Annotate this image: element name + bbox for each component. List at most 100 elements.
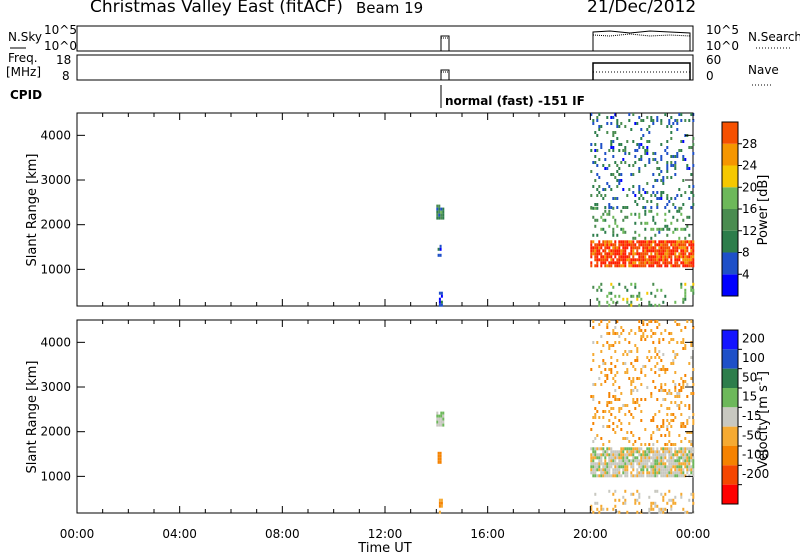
data-cell bbox=[600, 194, 603, 197]
data-cell bbox=[668, 227, 671, 231]
data-cell bbox=[608, 264, 611, 268]
data-cell bbox=[690, 113, 693, 116]
data-cell bbox=[658, 456, 661, 460]
data-cell bbox=[614, 450, 617, 454]
data-cell bbox=[644, 252, 647, 256]
data-cell bbox=[652, 419, 655, 422]
data-cell bbox=[660, 471, 663, 475]
data-cell bbox=[440, 291, 443, 295]
data-cell bbox=[650, 249, 653, 253]
data-cell bbox=[612, 215, 615, 219]
data-cell bbox=[630, 261, 633, 265]
data-cell bbox=[656, 428, 659, 431]
data-cell bbox=[610, 459, 613, 463]
data-cell bbox=[612, 492, 615, 496]
y-tick-label: 1000 bbox=[40, 262, 71, 276]
data-cell bbox=[594, 468, 597, 472]
data-cell bbox=[618, 341, 621, 344]
data-cell bbox=[624, 230, 627, 234]
data-cell bbox=[662, 246, 665, 250]
data-cell bbox=[602, 261, 605, 265]
data-cell bbox=[668, 465, 671, 469]
data-cell bbox=[688, 255, 691, 259]
data-cell bbox=[640, 255, 643, 259]
data-cell bbox=[672, 453, 675, 457]
data-cell bbox=[664, 468, 667, 472]
data-cell bbox=[439, 253, 442, 257]
data-cell bbox=[600, 215, 603, 219]
data-cell bbox=[632, 447, 635, 451]
data-cell bbox=[656, 471, 659, 475]
data-cell bbox=[592, 215, 595, 219]
data-cell bbox=[618, 249, 621, 253]
data-cell bbox=[608, 303, 611, 307]
data-cell bbox=[612, 395, 615, 398]
data-cell bbox=[682, 462, 685, 466]
data-cell bbox=[650, 227, 653, 231]
data-cell bbox=[438, 498, 441, 502]
data-cell bbox=[672, 443, 675, 446]
data-cell bbox=[672, 240, 675, 244]
data-cell bbox=[674, 173, 677, 176]
data-cell bbox=[596, 297, 599, 301]
data-cell bbox=[654, 158, 657, 161]
data-cell bbox=[644, 212, 647, 216]
data-cell bbox=[602, 462, 605, 466]
data-cell bbox=[662, 258, 665, 262]
data-cell bbox=[664, 329, 667, 332]
data-cell bbox=[618, 261, 621, 265]
data-cell bbox=[634, 368, 637, 371]
data-cell bbox=[590, 504, 593, 508]
data-cell bbox=[650, 303, 653, 307]
data-cell bbox=[632, 459, 635, 463]
data-cell bbox=[686, 447, 689, 451]
data-cell bbox=[634, 246, 637, 250]
data-cell bbox=[680, 447, 683, 451]
data-cell bbox=[608, 252, 611, 256]
data-cell bbox=[658, 258, 661, 262]
data-cell bbox=[646, 468, 649, 472]
data-cell bbox=[618, 173, 621, 176]
data-cell bbox=[604, 158, 607, 161]
data-cell bbox=[604, 206, 607, 209]
data-cell bbox=[648, 140, 651, 143]
data-cell bbox=[624, 152, 627, 155]
colorbar-segment bbox=[722, 165, 738, 188]
data-cell bbox=[682, 425, 685, 428]
data-cell bbox=[616, 185, 619, 188]
data-cell bbox=[660, 119, 663, 122]
data-cell bbox=[674, 320, 677, 323]
data-cell bbox=[658, 261, 661, 265]
data-cell bbox=[594, 383, 597, 386]
data-cell bbox=[608, 240, 611, 244]
data-cell bbox=[652, 453, 655, 457]
data-cell bbox=[658, 197, 661, 200]
data-cell bbox=[614, 243, 617, 247]
data-cell bbox=[670, 264, 673, 268]
data-cell bbox=[654, 294, 657, 298]
data-cell bbox=[654, 252, 657, 256]
data-cell bbox=[654, 194, 657, 197]
data-cell bbox=[622, 249, 625, 253]
data-cell bbox=[608, 249, 611, 253]
data-cell bbox=[642, 197, 645, 200]
data-cell bbox=[660, 386, 663, 389]
data-cell bbox=[602, 258, 605, 262]
data-cell bbox=[674, 495, 677, 499]
data-cell bbox=[442, 210, 445, 214]
data-cell bbox=[634, 149, 637, 152]
data-cell bbox=[642, 206, 645, 209]
data-cell bbox=[612, 468, 615, 472]
data-cell bbox=[618, 258, 621, 262]
data-cell bbox=[690, 288, 693, 292]
data-cell bbox=[600, 255, 603, 259]
data-cell bbox=[612, 377, 615, 380]
data-cell bbox=[674, 468, 677, 472]
data-cell bbox=[624, 462, 627, 466]
data-cell bbox=[624, 206, 627, 209]
data-cell bbox=[654, 350, 657, 353]
power-cbar-label: Power [dB] bbox=[756, 175, 771, 246]
data-cell bbox=[608, 419, 611, 422]
data-cell bbox=[690, 243, 693, 247]
data-cell bbox=[616, 468, 619, 472]
